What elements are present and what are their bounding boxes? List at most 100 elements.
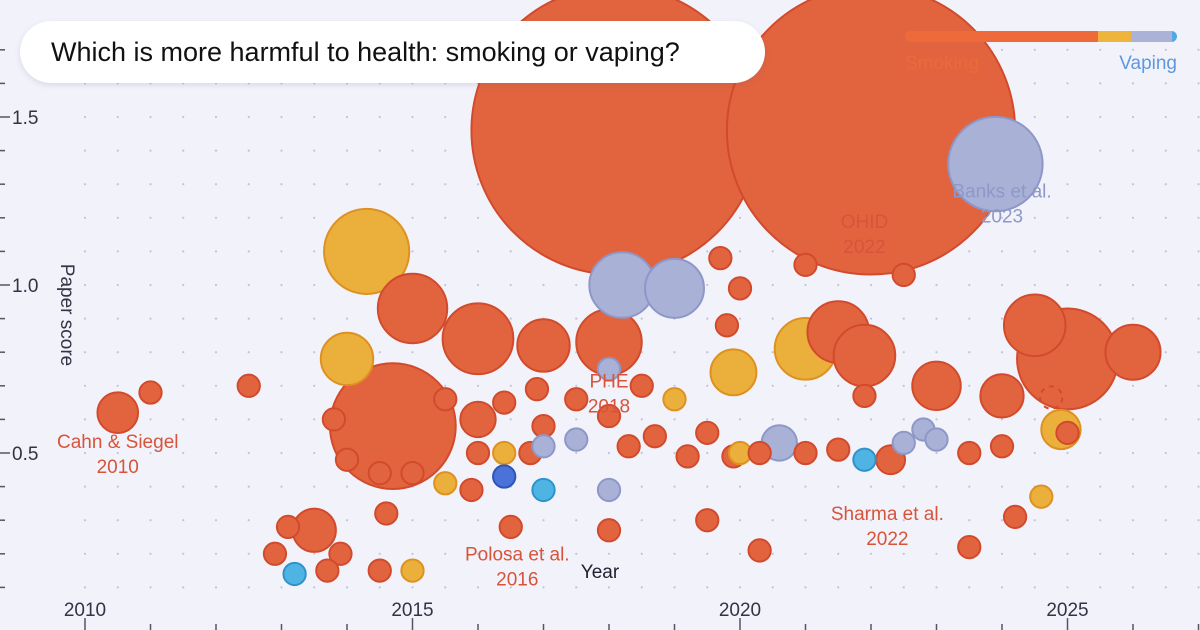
data-point-mixed: [400, 558, 425, 583]
grid-dot: [214, 183, 218, 186]
grid-dot: [1164, 183, 1167, 186]
data-point-smoking: [1104, 323, 1162, 381]
grid-dot: [247, 183, 250, 186]
grid-dot: [607, 552, 611, 555]
annotation-title: Polosa et al.: [465, 545, 570, 566]
grid-dot: [738, 418, 742, 421]
grid-dot: [149, 552, 152, 555]
grid-dot: [313, 283, 316, 287]
data-point-smoking: [747, 538, 772, 563]
grid-dot: [247, 283, 250, 287]
grid-dot: [1000, 48, 1004, 51]
grid-dot: [1197, 552, 1200, 555]
data-point-smoking: [236, 373, 261, 398]
grid-dot: [476, 183, 480, 186]
grid-dot: [1131, 317, 1135, 320]
grid-dot: [83, 485, 87, 488]
grid-dot: [476, 384, 480, 387]
grid-dot: [444, 216, 447, 219]
grid-dot: [1099, 149, 1102, 152]
grid-dot: [182, 115, 185, 119]
grid-dot: [673, 586, 676, 589]
grid-dot: [706, 351, 709, 354]
grid-dot: [247, 250, 250, 253]
data-point-smoking: [832, 323, 897, 388]
grid-dot: [280, 351, 283, 354]
grid-dot: [1099, 115, 1102, 119]
grid-dot: [116, 250, 119, 253]
grid-dot: [1131, 115, 1135, 119]
grid-dot: [83, 283, 87, 287]
legend-segment: [905, 31, 1099, 42]
data-point-smoking: [793, 440, 818, 466]
grid-dot: [542, 586, 545, 589]
grid-dot: [247, 552, 250, 555]
grid-dot: [869, 283, 873, 287]
grid-dot: [214, 351, 218, 354]
data-point-smoking: [531, 413, 556, 439]
grid-dot: [1000, 552, 1004, 555]
grid-dot: [509, 418, 512, 421]
grid-dot: [411, 552, 414, 555]
grid-dot: [1066, 250, 1069, 253]
grid-dot: [902, 586, 905, 589]
grid-dot: [1033, 586, 1036, 589]
grid-dot: [1131, 485, 1135, 488]
data-point-smoking: [498, 514, 523, 540]
data-point-smoking: [334, 447, 360, 472]
grid-dot: [1197, 183, 1200, 186]
data-point-smoking: [852, 383, 877, 409]
grid-dot: [182, 384, 185, 387]
data-point-mixed: [1029, 484, 1054, 509]
grid-dot: [771, 283, 774, 287]
grid-dot: [1033, 82, 1036, 85]
grid-dot: [313, 451, 316, 455]
y-tick-label: 1.0: [12, 276, 38, 297]
grid-dot: [149, 586, 152, 589]
grid-dot: [149, 115, 152, 119]
y-axis-label: Paper score: [56, 264, 77, 366]
grid-dot: [1000, 283, 1004, 287]
grid-dot: [1099, 451, 1102, 455]
grid-dot: [738, 586, 742, 589]
grid-dot: [1033, 283, 1036, 287]
data-point-smoking: [376, 272, 449, 345]
grid-dot: [935, 586, 938, 589]
data-point-mixed: [709, 348, 758, 397]
grid-dot: [313, 183, 316, 186]
grid-dot: [1000, 317, 1004, 320]
grid-dot: [1197, 519, 1200, 522]
data-point-smoking: [459, 400, 497, 439]
grid-dot: [1197, 149, 1200, 152]
data-point-mixed: [492, 440, 517, 466]
grid-dot: [116, 519, 119, 522]
grid-dot: [509, 317, 512, 320]
grid-dot: [509, 283, 512, 287]
grid-dot: [869, 519, 873, 522]
grid-dot: [116, 586, 119, 589]
grid-dot: [1197, 82, 1200, 85]
grid-dot: [280, 149, 283, 152]
annotation-year: 2023: [981, 207, 1023, 228]
grid-dot: [804, 283, 807, 287]
grid-dot: [509, 586, 512, 589]
data-point-smoking: [1002, 504, 1028, 529]
data-point-mixed: [323, 207, 411, 295]
legend-segment: [1098, 31, 1131, 42]
grid-dot: [1164, 552, 1167, 555]
grid-dot: [935, 519, 938, 522]
grid-dot: [607, 384, 611, 387]
grid-dot: [280, 283, 283, 287]
grid-dot: [149, 418, 152, 421]
grid-dot: [771, 384, 774, 387]
grid-dot: [673, 519, 676, 522]
grid-dot: [116, 115, 119, 119]
grid-dot: [771, 586, 774, 589]
y-tick-label: 0.5: [12, 444, 38, 465]
legend-segment: [1130, 31, 1172, 42]
data-point-smoking: [957, 440, 982, 466]
data-point-smoking: [1055, 420, 1080, 445]
grid-dot: [1033, 418, 1036, 421]
grid-dot: [869, 418, 873, 421]
grid-dot: [542, 283, 545, 287]
